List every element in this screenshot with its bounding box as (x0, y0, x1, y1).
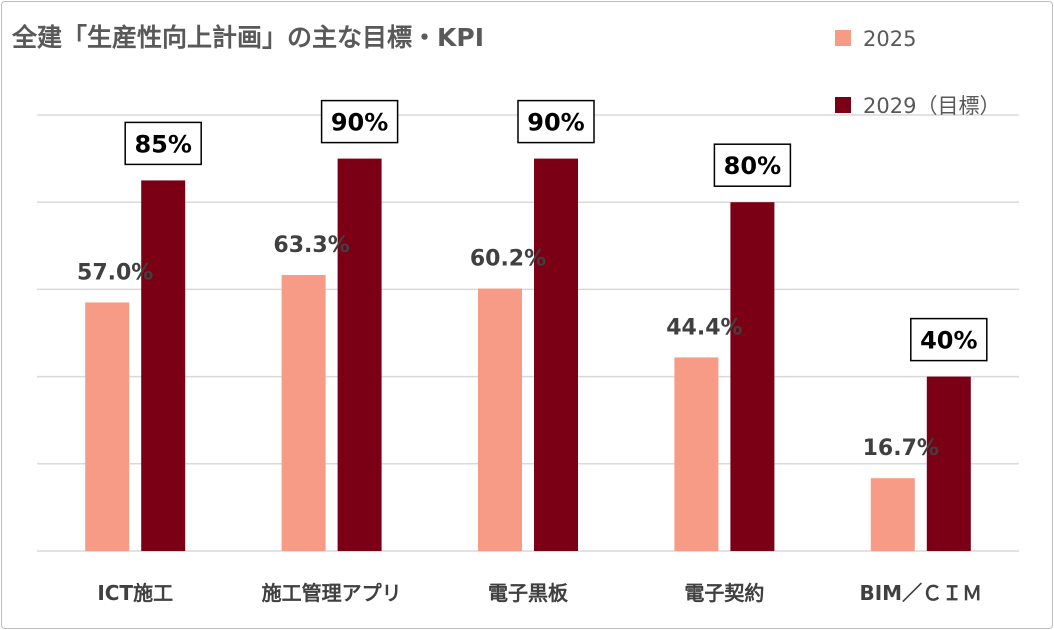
data-label-box-2029 (124, 121, 202, 166)
data-label-2025: 63.3% (273, 233, 349, 258)
data-label-2025: 60.2% (470, 247, 546, 272)
category-label: ICT施工 (97, 581, 173, 605)
category-label: 電子黒板 (488, 581, 569, 605)
bar-2029 (141, 180, 186, 551)
category-label: BIM／ＣＩＭ (860, 581, 983, 605)
data-label-2029: 40% (920, 327, 977, 355)
bar-2025 (870, 478, 915, 551)
chart-title: 全建「生産性向上計画」の主な目標・KPI (11, 23, 484, 52)
bar-2025 (85, 302, 130, 551)
legend-label-2029: 2029（目標） (863, 94, 1000, 118)
legend: 2025 2029（目標） (835, 27, 1000, 118)
legend-item-2025: 2025 (835, 27, 916, 51)
data-label-2025: 44.4% (666, 315, 742, 340)
legend-swatch-2025 (835, 30, 851, 46)
bars (85, 158, 971, 551)
data-label-box-2029 (320, 99, 399, 144)
data-label-2025: 57.0% (77, 260, 153, 285)
bar-2029 (730, 202, 775, 551)
data-label-box-2029 (910, 317, 988, 362)
data-label-2029: 85% (134, 130, 191, 158)
legend-item-2029: 2029（目標） (835, 94, 1000, 118)
category-axis: ICT施工 施工管理アプリ 電子黒板 電子契約 BIM／ＣＩＭ (97, 581, 982, 605)
bar-2025 (281, 275, 326, 551)
data-label-box-2029 (713, 143, 792, 187)
value-labels: 57.0% 85% 63.3% 90% 60.2% 90% 44.4% 80% 16.7% 40% (77, 99, 988, 461)
data-label-2025: 16.7% (863, 436, 939, 461)
data-label-box-2029 (517, 99, 595, 144)
legend-swatch-2029 (835, 97, 851, 113)
bar-2025 (674, 357, 719, 551)
data-label-2029: 90% (331, 109, 388, 137)
data-label-2029: 90% (527, 109, 584, 137)
bar-2029 (534, 158, 578, 551)
category-label: 電子契約 (684, 581, 764, 605)
category-label: 施工管理アプリ (262, 581, 402, 605)
data-label-2029: 80% (724, 152, 781, 180)
bar-2029 (337, 158, 382, 551)
bar-2025 (478, 288, 522, 551)
legend-label-2025: 2025 (863, 27, 916, 51)
bar-2029 (926, 376, 971, 551)
